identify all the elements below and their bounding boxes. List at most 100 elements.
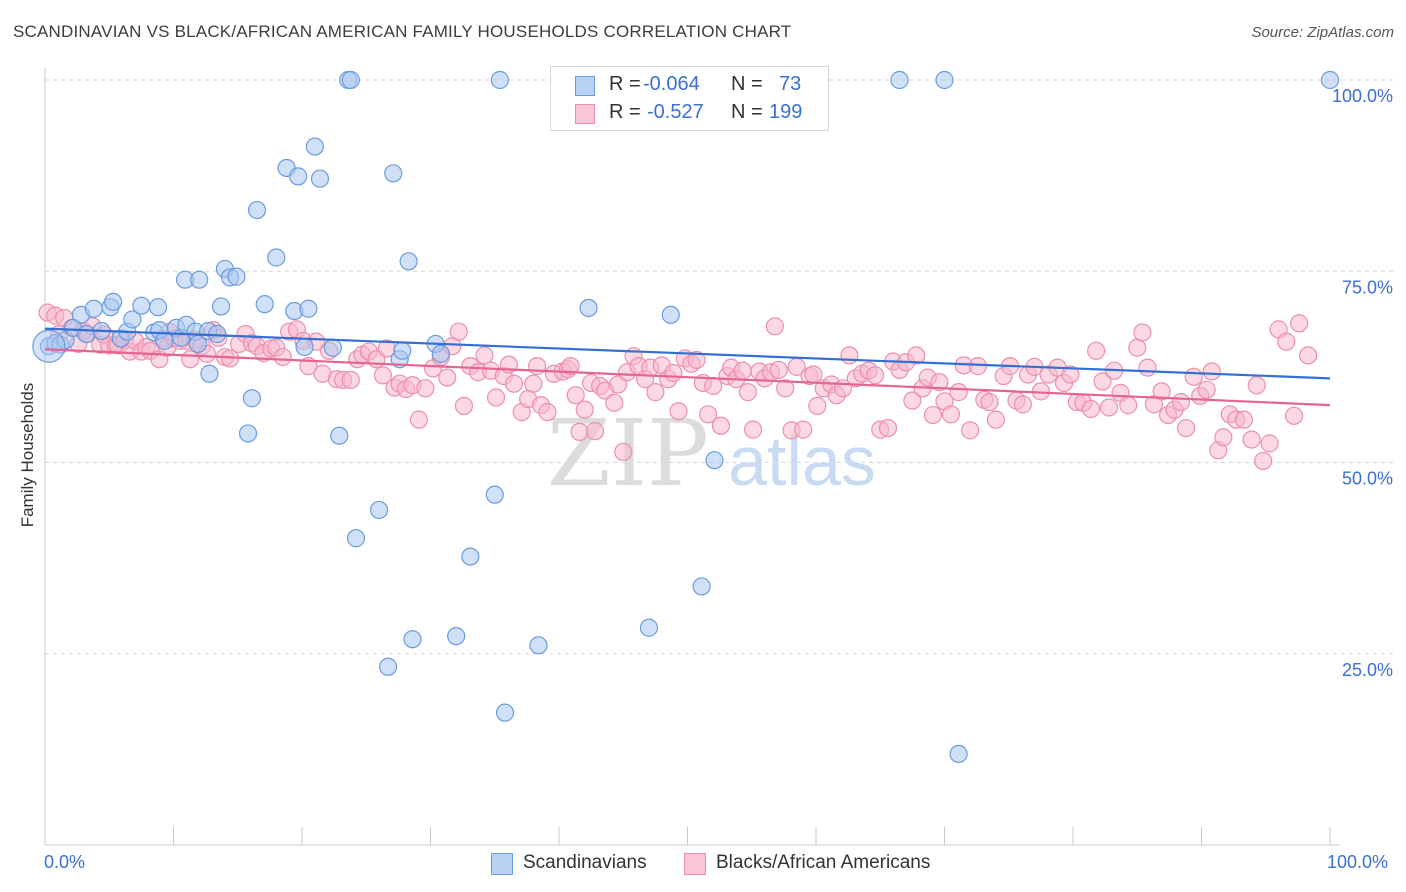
data-point: [711, 416, 731, 435]
data-point: [923, 405, 943, 425]
data-point: [949, 383, 968, 402]
data-point: [273, 347, 292, 367]
data-point: [664, 363, 683, 383]
data-point: [384, 164, 403, 183]
data-point: [238, 424, 258, 443]
data-point: [341, 370, 360, 389]
data-point: [310, 169, 330, 188]
data-point: [449, 322, 468, 341]
trend-lines: [44, 327, 1331, 407]
y-tick-label: 50.0%: [1342, 469, 1393, 489]
data-point: [409, 410, 429, 429]
trend-line-scandinavians: [44, 327, 1331, 380]
data-point: [776, 379, 795, 398]
data-point: [1234, 410, 1254, 429]
data-point: [561, 357, 580, 376]
data-point: [1128, 338, 1147, 357]
data-point: [1152, 382, 1171, 401]
data-point: [475, 346, 494, 365]
chart-title: SCANDINAVIAN VS BLACK/AFRICAN AMERICAN F…: [13, 22, 792, 41]
data-point: [705, 451, 724, 470]
data-point: [808, 396, 827, 415]
data-point: [609, 375, 628, 394]
data-point: [765, 317, 784, 336]
data-point: [566, 386, 585, 405]
data-point: [794, 420, 813, 439]
data-point: [692, 577, 711, 596]
data-point: [738, 383, 757, 402]
bottom-legend-swatch-blue: [491, 853, 513, 875]
data-point: [1202, 362, 1221, 381]
data-point: [903, 391, 922, 410]
y-tick-label: 100.0%: [1332, 86, 1393, 106]
data-point: [104, 292, 123, 311]
data-point: [968, 357, 988, 376]
data-point: [305, 137, 324, 156]
correlation-legend: R = -0.064 N = 73 R = -0.527 N = 199: [550, 66, 829, 131]
legend-r-value: -0.527: [647, 101, 704, 123]
legend-n-value: 73: [779, 73, 802, 95]
data-point: [486, 388, 506, 407]
data-point: [438, 368, 457, 387]
data-point: [1061, 365, 1080, 384]
data-point: [840, 346, 859, 365]
data-point: [1093, 372, 1112, 391]
data-point: [148, 298, 168, 317]
data-point: [1277, 332, 1296, 351]
source-label: Source: ZipAtlas.com: [1251, 24, 1394, 41]
data-point: [431, 344, 450, 363]
data-point: [341, 70, 360, 90]
data-point: [242, 389, 261, 408]
legend-r-label: R =: [609, 73, 641, 95]
data-point: [646, 383, 665, 402]
data-point: [1133, 323, 1152, 342]
data-point: [323, 338, 342, 357]
data-point: [579, 298, 598, 318]
data-point: [77, 324, 96, 344]
data-point: [1284, 406, 1304, 425]
data-point: [190, 270, 209, 289]
data-point: [132, 296, 151, 315]
data-point: [980, 392, 999, 412]
data-point: [416, 379, 435, 398]
data-point: [1242, 430, 1261, 449]
data-point: [769, 360, 788, 380]
data-point: [247, 200, 267, 220]
data-point: [1171, 392, 1191, 412]
data-point: [490, 70, 509, 90]
data-point: [941, 405, 961, 424]
data-point: [614, 442, 633, 461]
data-point: [1099, 398, 1119, 417]
data-point: [661, 305, 680, 324]
data-point: [399, 252, 418, 271]
data-point: [878, 418, 898, 438]
data-point: [295, 337, 314, 357]
legend-r-value: -0.064: [643, 73, 700, 95]
y-tick-labels: 25.0% 50.0% 75.0% 100.0%: [1332, 86, 1393, 680]
data-point: [1214, 428, 1233, 447]
trend-line-blacks: [44, 348, 1331, 407]
data-point: [1184, 367, 1203, 386]
data-point: [570, 422, 589, 441]
data-point: [289, 167, 308, 186]
data-point: [1119, 396, 1138, 415]
data-point: [743, 420, 763, 439]
axes: [44, 68, 1340, 846]
legend-r-label: R =: [609, 101, 641, 123]
data-point: [495, 703, 515, 722]
data-point: [1138, 358, 1157, 377]
data-point: [211, 297, 231, 316]
legend-swatch-blue: [575, 76, 595, 96]
bottom-legend-swatch-pink: [684, 853, 706, 875]
data-point: [1254, 451, 1273, 471]
data-point: [1087, 341, 1106, 360]
scandinavians-points: [32, 70, 1340, 764]
data-point: [949, 744, 968, 764]
data-point: [866, 366, 885, 385]
data-point: [84, 299, 103, 318]
data-point: [639, 618, 659, 637]
data-point: [373, 366, 393, 385]
data-point: [733, 361, 752, 380]
bottom-legend-label: Scandinavians: [523, 852, 647, 873]
